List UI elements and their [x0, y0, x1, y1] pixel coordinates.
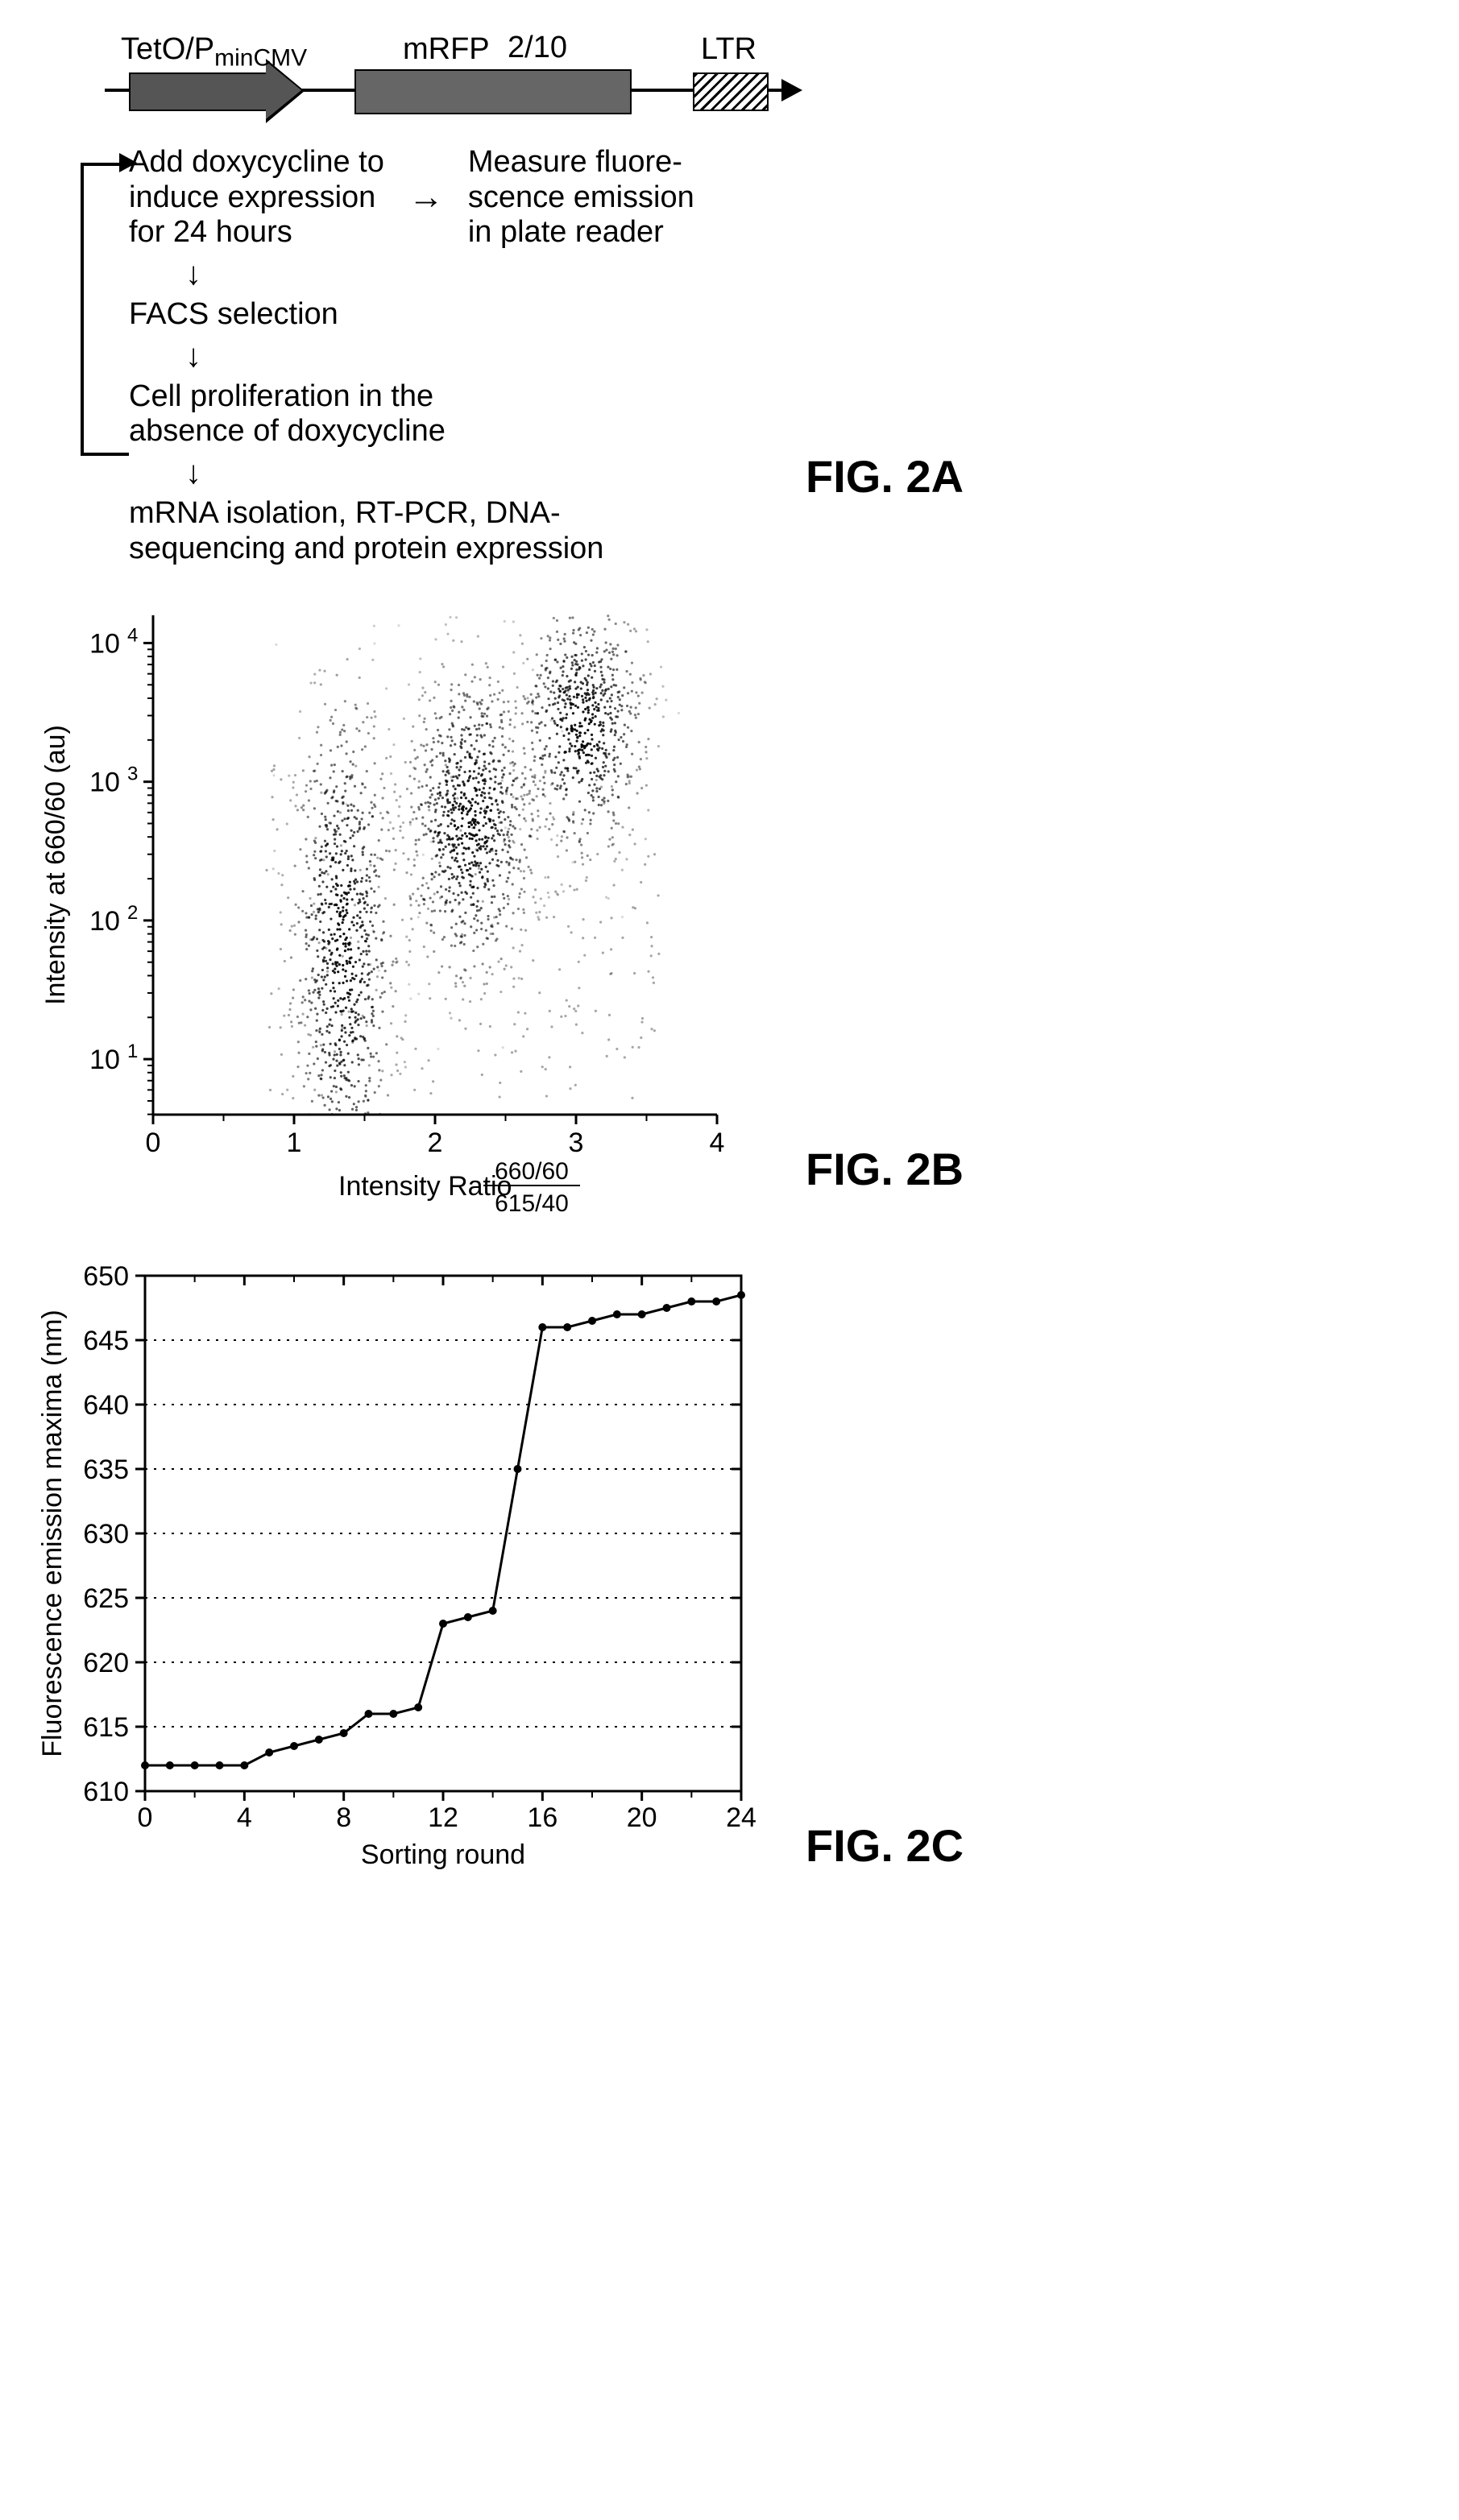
- svg-text:650: 650: [83, 1261, 129, 1292]
- flow-step-1b-l2: scence emission: [468, 180, 694, 216]
- svg-text:20: 20: [627, 1802, 657, 1833]
- flow-step-3-l2: absence of doxycycline: [129, 414, 757, 449]
- promoter-box: [129, 72, 269, 111]
- svg-text:4: 4: [710, 1128, 725, 1158]
- panel-b-row: 01234101102103104Intensity Ratio660/6061…: [32, 599, 964, 1227]
- svg-text:8: 8: [336, 1802, 351, 1833]
- construct-arrowhead-icon: [781, 79, 802, 101]
- svg-text:645: 645: [83, 1326, 129, 1356]
- svg-text:615/40: 615/40: [495, 1190, 569, 1217]
- svg-text:10: 10: [89, 1045, 120, 1075]
- flow-step-3-l1: Cell proliferation in the: [129, 379, 757, 415]
- page-number: 2/10: [508, 31, 567, 65]
- svg-text:10: 10: [89, 767, 120, 797]
- svg-text:4: 4: [237, 1802, 252, 1833]
- svg-text:620: 620: [83, 1648, 129, 1678]
- flow-step-1b-l3: in plate reader: [468, 215, 694, 250]
- flow-step-4-l2: sequencing and protein expression: [129, 532, 757, 567]
- svg-text:24: 24: [726, 1802, 756, 1833]
- flow-step-2: FACS selection: [129, 297, 757, 333]
- promoter-label: TetO/PminCMV: [121, 32, 307, 72]
- svg-text:640: 640: [83, 1390, 129, 1421]
- flow-step-4: mRNA isolation, RT-PCR, DNA- sequencing …: [129, 496, 757, 566]
- down-arrow-icon: ↓: [185, 454, 757, 491]
- promoter-label-sub: minCMV: [214, 45, 307, 72]
- svg-text:Fluorescence emission maxima (: Fluorescence emission maxima (nm): [37, 1310, 68, 1757]
- fig-2b-label: FIG. 2B: [806, 1143, 964, 1195]
- svg-text:0: 0: [146, 1128, 161, 1158]
- svg-text:610: 610: [83, 1777, 129, 1807]
- scatter-plot: 01234101102103104Intensity Ratio660/6061…: [32, 599, 757, 1227]
- panel-a: TetO/PminCMV mRFP 2/10 LTR Add doxycycli…: [32, 32, 757, 567]
- svg-text:12: 12: [428, 1802, 458, 1833]
- svg-text:630: 630: [83, 1519, 129, 1550]
- svg-text:1: 1: [127, 1041, 138, 1062]
- panel-c-row: 0 4 8 12 16 20 24 610 615 620 625 630 635 640 645 650 So…: [32, 1260, 964, 1904]
- down-arrow-icon: ↓: [185, 255, 757, 292]
- ltr-box: [693, 72, 769, 111]
- flow-step-3: Cell proliferation in the absence of dox…: [129, 379, 757, 449]
- ltr-label: LTR: [701, 32, 756, 67]
- mrfp-label: mRFP: [403, 32, 490, 67]
- mrfp-box: [354, 69, 632, 114]
- right-arrow-icon: →: [408, 177, 444, 218]
- svg-text:16: 16: [527, 1802, 557, 1833]
- gene-construct-diagram: TetO/PminCMV mRFP 2/10 LTR: [129, 32, 757, 129]
- flow-step-1b-l1: Measure fluore-: [468, 145, 694, 180]
- svg-text:0: 0: [138, 1802, 153, 1833]
- flow-row-1: Add doxycycline to induce expression for…: [129, 145, 757, 250]
- panel-b: 01234101102103104Intensity Ratio660/6061…: [32, 599, 757, 1227]
- loop-arrowhead-icon: [119, 153, 137, 172]
- flow-step-1a-l1: Add doxycycline to: [129, 145, 384, 180]
- loop-line-icon: [81, 163, 129, 456]
- svg-text:615: 615: [83, 1712, 129, 1743]
- svg-text:4: 4: [127, 624, 138, 646]
- flow-step-1a: Add doxycycline to induce expression for…: [129, 145, 384, 250]
- figure-page: TetO/PminCMV mRFP 2/10 LTR Add doxycycli…: [32, 32, 1427, 1904]
- svg-text:10: 10: [89, 905, 120, 936]
- flow-step-4-l1: mRNA isolation, RT-PCR, DNA-: [129, 496, 757, 532]
- fig-2c-label: FIG. 2C: [806, 1819, 964, 1872]
- svg-text:2: 2: [428, 1128, 443, 1158]
- svg-text:625: 625: [83, 1583, 129, 1614]
- svg-text:3: 3: [127, 763, 138, 784]
- flow-step-1b: Measure fluore- scence emission in plate…: [468, 145, 694, 250]
- svg-text:2: 2: [127, 901, 138, 923]
- svg-text:10: 10: [89, 628, 120, 659]
- flow-step-1a-l2: induce expression: [129, 180, 384, 216]
- svg-text:3: 3: [569, 1128, 584, 1158]
- svg-text:635: 635: [83, 1454, 129, 1485]
- flow-step-1a-l3: for 24 hours: [129, 215, 384, 250]
- down-arrow-icon: ↓: [185, 337, 757, 374]
- panel-a-row: TetO/PminCMV mRFP 2/10 LTR Add doxycycli…: [32, 32, 964, 567]
- svg-text:660/60: 660/60: [495, 1158, 569, 1185]
- fig-2a-label: FIG. 2A: [806, 450, 964, 503]
- workflow-diagram: Add doxycycline to induce expression for…: [129, 145, 757, 567]
- svg-text:Intensity at 660/60 (au): Intensity at 660/60 (au): [40, 725, 71, 1005]
- panel-c: 0 4 8 12 16 20 24 610 615 620 625 630 635 640 645 650 So…: [32, 1260, 757, 1904]
- line-chart: 0 4 8 12 16 20 24 610 615 620 625 630 635 640 645 650 So…: [32, 1260, 757, 1904]
- svg-text:1: 1: [287, 1128, 302, 1158]
- promoter-label-prefix: TetO/P: [121, 32, 214, 66]
- svg-text:Sorting round: Sorting round: [361, 1839, 525, 1870]
